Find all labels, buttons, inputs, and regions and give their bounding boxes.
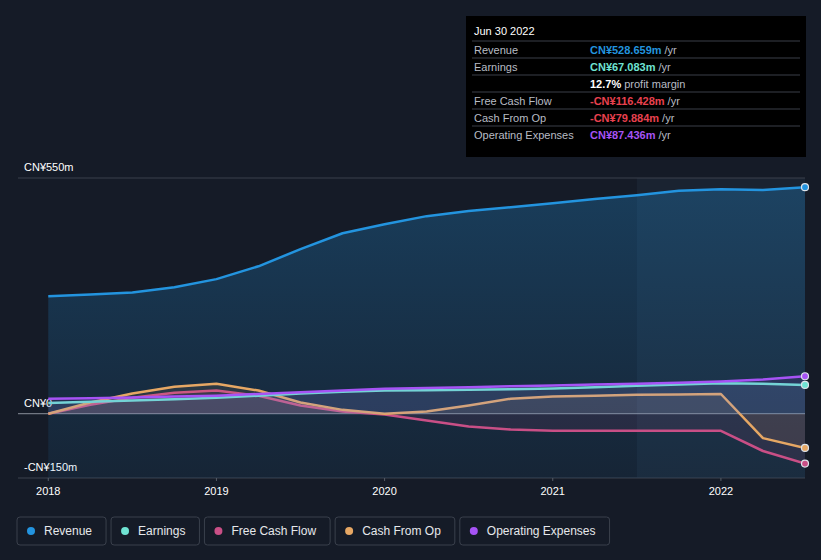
legend-label: Operating Expenses [487,524,596,538]
series-line [48,187,805,296]
legend-box [204,517,330,545]
tooltip-label: Operating Expenses [474,129,574,141]
tooltip-unit: /yr [665,44,678,56]
end-point [802,444,809,451]
tooltip-divider [472,92,800,93]
legend-label: Revenue [44,524,92,538]
series-area [48,376,805,413]
x-tick [552,478,553,481]
background [0,0,821,560]
legend-box [111,517,199,545]
tooltip-value: CN¥87.436m [590,129,656,141]
x-tick [216,478,217,481]
tooltip-value: -CN¥79.884m [590,112,659,124]
plot [48,187,805,478]
legend-box [460,517,610,545]
end-point [802,184,809,191]
x-tick-label: 2022 [709,485,733,497]
tooltip-divider [472,109,800,110]
tooltip-label: Earnings [474,61,518,73]
tooltip: Jun 30 2022 Revenue CN¥528.659m/yr Earnings… [466,16,806,157]
x-tick-label: 2019 [204,485,228,497]
x-tick [720,478,721,481]
legend-item: Revenue [17,517,106,545]
legend-item: Operating Expenses [460,517,610,545]
legend-label: Earnings [138,524,185,538]
tooltip-label: Free Cash Flow [474,95,552,107]
legend-box [17,517,106,545]
tooltip-divider [472,41,800,42]
legend-label: Free Cash Flow [231,524,316,538]
tooltip-unit: /yr [662,112,675,124]
legend-box [335,517,455,545]
legend-swatch [121,527,129,535]
legend-swatch [470,527,478,535]
tooltip-value: 12.7% [590,78,621,90]
x-tick [384,478,385,481]
y-tick-label: CN¥0 [24,397,52,409]
grid [18,178,805,478]
tooltip-label: Cash From Op [474,112,546,124]
tooltip-divider [472,75,800,76]
tooltip-label: Revenue [474,44,518,56]
grid-line [18,178,805,179]
tooltip-value: -CN¥116.428m [590,95,665,107]
end-point [802,373,809,380]
tooltip-box [466,16,806,157]
series-line [48,376,805,398]
x-tick-label: 2018 [36,485,60,497]
tooltip-title: Jun 30 2022 [474,25,535,37]
legend-label: Cash From Op [362,524,441,538]
chart: CN¥550mCN¥0-CN¥150m20182019202020212022R… [0,0,821,560]
tooltip-unit: /yr [658,61,671,73]
tooltip-unit: /yr [668,95,681,107]
legend-swatch [27,527,35,535]
x-tick [48,478,49,481]
legend-swatch [345,527,353,535]
end-point [802,381,809,388]
x-tick-label: 2020 [372,485,396,497]
tooltip-unit: /yr [658,129,671,141]
y-tick-label: CN¥550m [24,161,74,173]
tooltip-divider [472,58,800,59]
legend-item: Free Cash Flow [204,517,330,545]
tooltip-note: profit margin [624,78,685,90]
x-tick-label: 2021 [541,485,565,497]
legend-swatch [214,527,222,535]
tooltip-value: CN¥67.083m [590,61,656,73]
series-area [48,187,805,478]
tooltip-value: CN¥528.659m [590,44,662,56]
tooltip-divider [472,126,800,127]
legend-item: Cash From Op [335,517,455,545]
end-point [802,460,809,467]
legend-item: Earnings [111,517,199,545]
